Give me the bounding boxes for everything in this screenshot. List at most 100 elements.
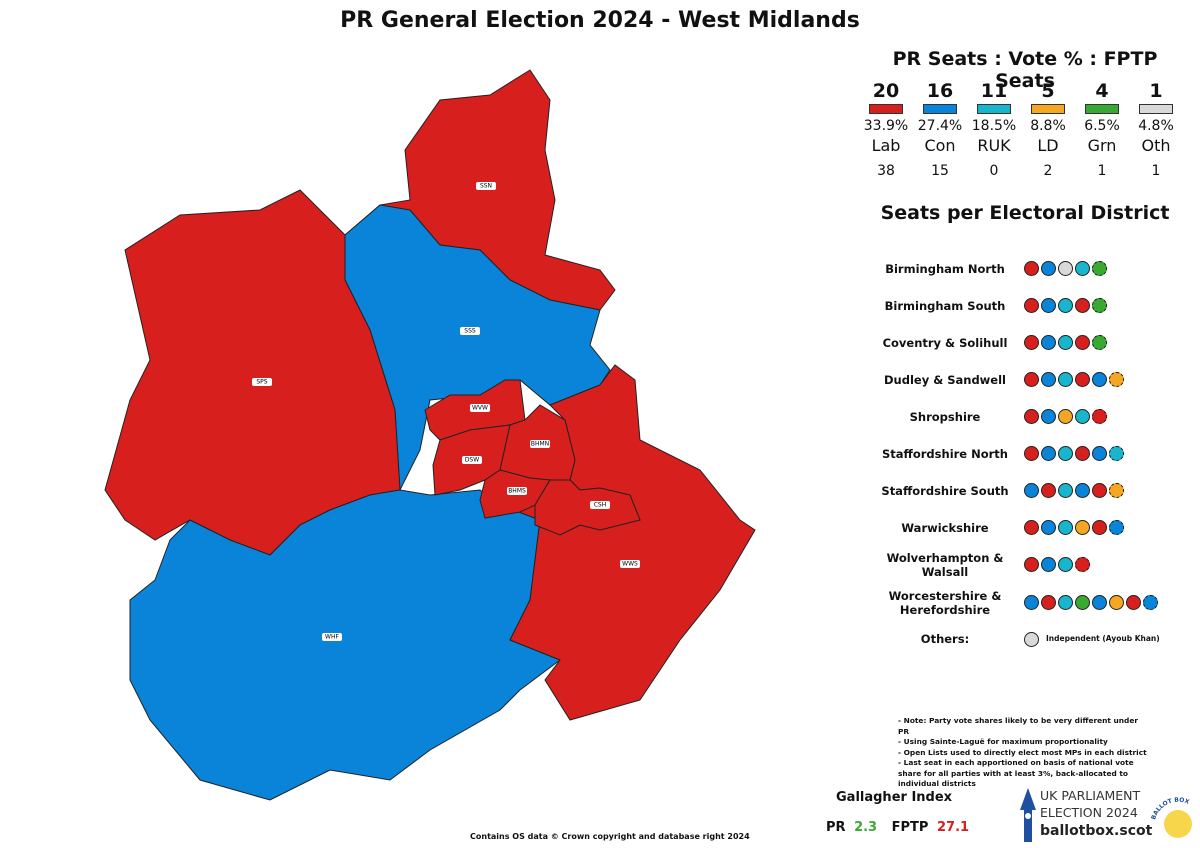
seat-circle (1024, 557, 1039, 572)
logo-badge (1164, 810, 1192, 838)
seat-circle (1024, 261, 1039, 276)
title: PR General Election 2024 - West Midlands (340, 8, 860, 33)
seat-circle (1092, 520, 1107, 535)
seat-circle (1092, 298, 1107, 313)
party-name: LD (1037, 136, 1059, 155)
seat-circle (1041, 335, 1056, 350)
region-label-box (530, 440, 550, 448)
note-line: - Last seat in each apportioned on basis… (898, 758, 1134, 788)
seat-circle (1075, 298, 1090, 313)
seat-circle (1109, 483, 1124, 498)
party-name: RUK (977, 136, 1011, 155)
seat-circle (1075, 372, 1090, 387)
seat-circle (1126, 595, 1141, 610)
seat-circle (1109, 446, 1124, 461)
seat-circle (1092, 335, 1107, 350)
party-name: Con (924, 136, 956, 155)
vote-share: 6.5% (1084, 118, 1120, 134)
seat-circle (1024, 298, 1039, 313)
vote-share: 33.9% (863, 118, 909, 134)
logo-clock (1025, 813, 1031, 819)
seat-circle (1109, 372, 1124, 387)
seat-circle (1041, 409, 1056, 424)
district-name: Warwickshire (901, 521, 989, 535)
seat-circle (1024, 632, 1039, 647)
party-color-bar (923, 104, 957, 114)
seat-circle (1024, 483, 1039, 498)
seat-circle (1058, 483, 1073, 498)
district-name: Coventry & Solihull (882, 336, 1008, 350)
region-label: WHF (325, 634, 339, 641)
seat-circle (1075, 483, 1090, 498)
party-name: Lab (871, 136, 901, 155)
gallagher-title: Gallagher Index (836, 790, 953, 805)
region-label-box (460, 327, 480, 335)
notes: - Note: Party vote shares likely to be v… (898, 716, 1148, 790)
seat-circle (1041, 261, 1056, 276)
seat-circle (1075, 446, 1090, 461)
district-heading: Seats per Electoral District (880, 202, 1170, 224)
party-color-bar (1031, 104, 1065, 114)
seat-circle (1041, 446, 1056, 461)
seat-circle (1075, 520, 1090, 535)
vote-share: 8.8% (1030, 118, 1066, 134)
vote-share: 4.8% (1138, 118, 1174, 134)
region-label: CSH (594, 502, 607, 509)
party-color-bar (869, 104, 903, 114)
seat-circle (1041, 298, 1056, 313)
seat-circle (1058, 261, 1073, 276)
seat-circle (1024, 446, 1039, 461)
note-line: - Note: Party vote shares likely to be v… (898, 716, 1139, 736)
district-name: Wolverhampton & Walsall (886, 551, 1004, 579)
seat-circle (1041, 372, 1056, 387)
district-name: Staffordshire South (881, 484, 1009, 498)
gallagher-pr-label: PR (826, 820, 846, 835)
gallagher-fptp-label: FPTP (891, 820, 929, 835)
gallagher-fptp: 27.1 (936, 820, 970, 835)
others-label: Others: (920, 632, 970, 646)
seat-circle (1109, 595, 1124, 610)
region-label: DSW (465, 457, 479, 464)
pr-seats: 4 (1095, 80, 1109, 102)
region-label: SSS (464, 328, 476, 335)
party-name: Oth (1141, 136, 1171, 155)
party-column: 1 4.8% Oth 1 (1129, 80, 1183, 179)
seat-circle (1143, 595, 1158, 610)
fptp-seats: 0 (989, 163, 999, 179)
seat-circle (1075, 595, 1090, 610)
summary-heading: PR Seats : Vote % : FPTP Seats (892, 48, 1158, 92)
district-name: Shropshire (909, 410, 981, 424)
seat-circle (1024, 595, 1039, 610)
party-column: 5 8.8% LD 2 (1021, 80, 1075, 179)
district-name: Worcestershire & Herefordshire (888, 589, 1002, 617)
map: SSN SSS SPS WHF WWS WVW DSW BHMN BHMS CSH (104, 69, 756, 801)
logo: UK PARLIAMENT ELECTION 2024 ballotbox.sc… (1010, 780, 1193, 842)
fptp-seats: 1 (1097, 163, 1107, 179)
region-label-box (252, 378, 272, 386)
region-label-box (620, 560, 640, 568)
region (129, 489, 562, 801)
district-name: Dudley & Sandwell (883, 373, 1006, 387)
pr-seats: 16 (926, 80, 954, 102)
logo-line2: ELECTION 2024 (1040, 805, 1138, 820)
seat-circle (1075, 335, 1090, 350)
region-label: WVW (472, 405, 488, 412)
gallagher-pr: 2.3 (854, 820, 878, 835)
seat-circle (1075, 409, 1090, 424)
region-label: BHMS (508, 488, 526, 495)
party-color-bar (977, 104, 1011, 114)
region (534, 479, 641, 536)
seat-circle (1058, 557, 1073, 572)
seat-circle (1092, 483, 1107, 498)
region-label: SPS (256, 379, 267, 386)
seat-circle (1058, 298, 1073, 313)
party-column: 16 27.4% Con 15 (913, 80, 967, 179)
region-label: BHMN (531, 441, 549, 448)
party-name: Grn (1087, 136, 1117, 155)
region-label: WWS (622, 561, 638, 568)
region-label-box (590, 501, 610, 509)
seat-circle (1092, 261, 1107, 276)
district-name: Staffordshire North (882, 447, 1008, 461)
region-label-box (507, 487, 527, 495)
fptp-seats: 38 (877, 163, 895, 179)
